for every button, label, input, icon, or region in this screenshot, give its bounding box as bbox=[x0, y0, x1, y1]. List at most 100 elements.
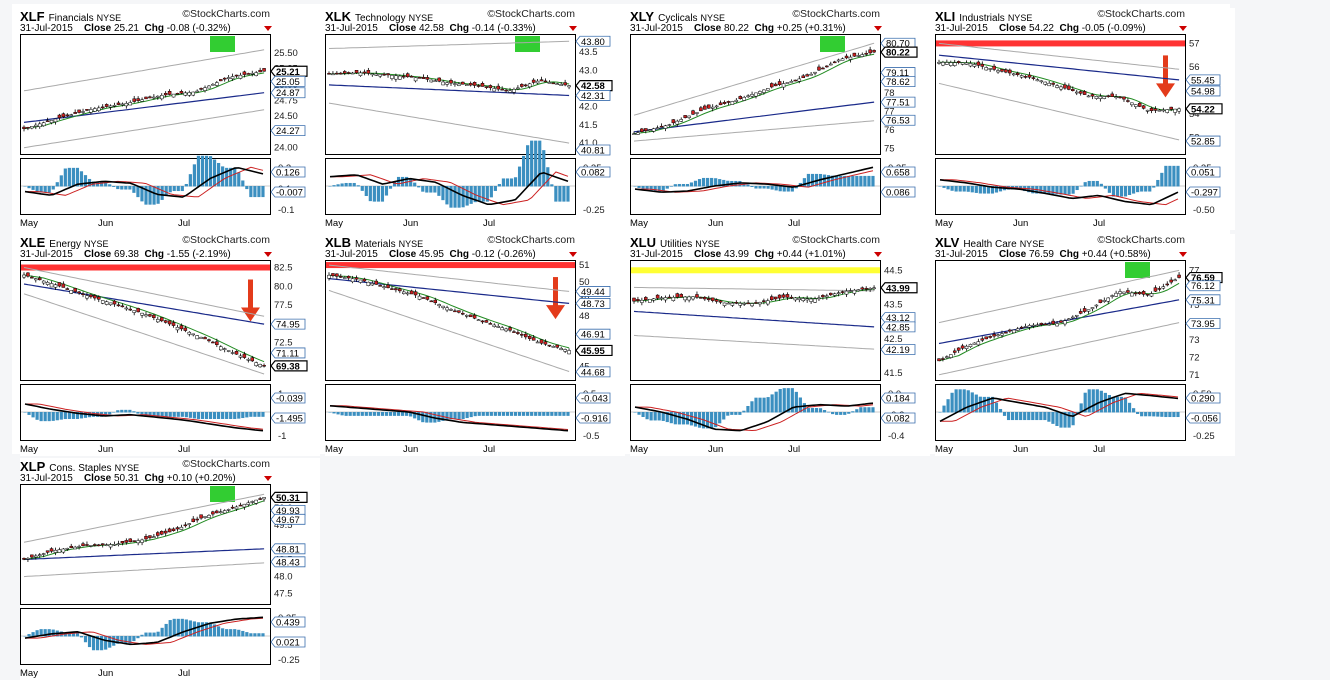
candle-body bbox=[354, 277, 359, 280]
price-label-text: 76.59 bbox=[1191, 273, 1215, 284]
menu-caret-icon[interactable] bbox=[264, 476, 272, 481]
candle-body bbox=[856, 55, 861, 57]
candle-body bbox=[120, 305, 125, 308]
candle-body bbox=[789, 296, 794, 299]
histogram-bar bbox=[188, 620, 192, 637]
histogram-bar bbox=[212, 159, 217, 187]
chart-panel-xle[interactable]: 82.580.077.575.072.574.9571.1169.381-1-0… bbox=[20, 234, 320, 456]
price-chart: 43.543.042.542.041.541.043.8042.5842.314… bbox=[325, 34, 613, 216]
price-label-text: 49.67 bbox=[276, 515, 300, 526]
candle-body bbox=[1110, 93, 1114, 97]
price-chart: 797877767580.7080.2279.1178.6277.5176.53… bbox=[630, 34, 918, 215]
menu-caret-icon[interactable] bbox=[1179, 252, 1187, 257]
menu-caret-icon[interactable] bbox=[264, 252, 272, 257]
histogram-bar bbox=[550, 184, 554, 187]
histogram-bar bbox=[754, 186, 758, 189]
histogram-bar bbox=[176, 618, 180, 637]
menu-caret-icon[interactable] bbox=[264, 26, 272, 31]
upper-bollinger-band bbox=[633, 42, 875, 116]
candle-body bbox=[1051, 82, 1055, 85]
candle-body bbox=[464, 315, 469, 317]
candle-body bbox=[960, 62, 965, 65]
price-label-text: 74.95 bbox=[276, 320, 300, 331]
chart-panel-xlk[interactable]: 43.543.042.542.041.541.043.8042.5842.314… bbox=[325, 8, 625, 230]
candle-body bbox=[840, 58, 845, 61]
histogram-bar bbox=[722, 179, 726, 187]
histogram-bar bbox=[851, 411, 855, 413]
candle-body bbox=[797, 297, 802, 300]
histogram-bar bbox=[164, 186, 168, 197]
histogram-bar bbox=[839, 175, 843, 187]
indicator-value-label: -0.039 bbox=[270, 392, 306, 405]
histogram-bar bbox=[376, 186, 380, 202]
candle-body bbox=[836, 292, 841, 295]
macd-line bbox=[634, 402, 874, 432]
menu-caret-icon[interactable] bbox=[569, 252, 577, 257]
candle-body bbox=[61, 113, 66, 118]
histogram-bar bbox=[71, 632, 75, 637]
candle-body bbox=[793, 79, 798, 82]
candle-body bbox=[445, 307, 449, 311]
slow-moving-average bbox=[23, 283, 265, 325]
candle-body bbox=[77, 546, 81, 548]
month-axis: May Jun Jul bbox=[935, 444, 1185, 456]
candle-body bbox=[504, 89, 508, 92]
price-label-text: 80.70 bbox=[886, 39, 910, 50]
macd-line bbox=[24, 616, 264, 646]
price-label-text: 24.87 bbox=[276, 88, 300, 99]
month-label: May bbox=[935, 444, 953, 455]
histogram-bar bbox=[1132, 186, 1136, 194]
menu-caret-icon[interactable] bbox=[874, 252, 882, 257]
candle-body bbox=[644, 128, 648, 131]
histogram-bar bbox=[946, 399, 950, 413]
histogram-bar bbox=[43, 629, 47, 637]
chart-header: XLP Cons. Staples NYSE bbox=[20, 459, 320, 474]
candle-body bbox=[335, 72, 339, 75]
change-value: +0.44 (+1.01%) bbox=[776, 249, 846, 260]
histogram-bar bbox=[249, 633, 253, 637]
candle-body bbox=[445, 82, 449, 85]
chart-panel-xlu[interactable]: 44.543.542.541.543.9943.1242.8542.190.0-… bbox=[630, 234, 930, 456]
histogram-bar bbox=[140, 634, 144, 637]
chart-panel-xlv[interactable]: 77757473727176.5976.1275.3173.950.50-0.2… bbox=[935, 234, 1235, 456]
candle-body bbox=[860, 287, 865, 290]
close-label: Close bbox=[388, 249, 417, 260]
quote-line: 31-Jul-2015 Close 45.95 Chg -0.12 (-0.26… bbox=[325, 249, 536, 261]
candle-body bbox=[120, 103, 125, 106]
histogram-bar bbox=[413, 412, 417, 419]
candle-body bbox=[640, 128, 644, 132]
close-price-label: 43.99 bbox=[880, 282, 918, 294]
candle-body bbox=[860, 54, 865, 57]
candle-body bbox=[85, 109, 89, 111]
ticker-symbol: XLY bbox=[630, 9, 655, 24]
histogram-bar bbox=[233, 412, 237, 419]
candle-body bbox=[100, 106, 105, 109]
price-tick-label: 42.5 bbox=[884, 334, 903, 345]
chart-panel-xly[interactable]: 797877767580.7080.2279.1178.6277.5176.53… bbox=[630, 8, 930, 230]
menu-caret-icon[interactable] bbox=[569, 26, 577, 31]
histogram-bar bbox=[867, 407, 871, 413]
overlay-value-label: 76.53 bbox=[880, 114, 916, 127]
histogram-bar bbox=[164, 623, 168, 637]
chart-panel-xlb[interactable]: 5150494847464549.4448.7346.9145.9544.680… bbox=[325, 234, 625, 456]
histogram-bar bbox=[1140, 186, 1144, 192]
menu-caret-icon[interactable] bbox=[874, 26, 882, 31]
candle-body bbox=[246, 73, 251, 75]
menu-caret-icon[interactable] bbox=[1179, 26, 1187, 31]
histogram-bar bbox=[489, 186, 493, 198]
chart-panel-xlf[interactable]: 25.5025.2525.0024.7524.5024.2524.0025.21… bbox=[20, 8, 320, 230]
histogram-bar bbox=[637, 412, 641, 415]
candle-body bbox=[1134, 292, 1138, 295]
candle-body bbox=[992, 334, 996, 337]
ticker-symbol: XLB bbox=[325, 235, 351, 250]
histogram-bar bbox=[108, 184, 112, 187]
chart-panel-xli[interactable]: 575655545355.4554.9854.2252.850.25-0.500… bbox=[935, 8, 1235, 230]
candle-body bbox=[152, 96, 156, 99]
candle-body bbox=[37, 123, 42, 127]
candle-body bbox=[207, 85, 211, 89]
histogram-bar bbox=[164, 412, 168, 417]
histogram-bar bbox=[96, 412, 100, 417]
candle-body bbox=[65, 548, 70, 550]
chart-panel-xlp[interactable]: 50.049.548.548.047.550.3149.9349.6748.81… bbox=[20, 458, 320, 680]
signal-line bbox=[330, 405, 569, 430]
